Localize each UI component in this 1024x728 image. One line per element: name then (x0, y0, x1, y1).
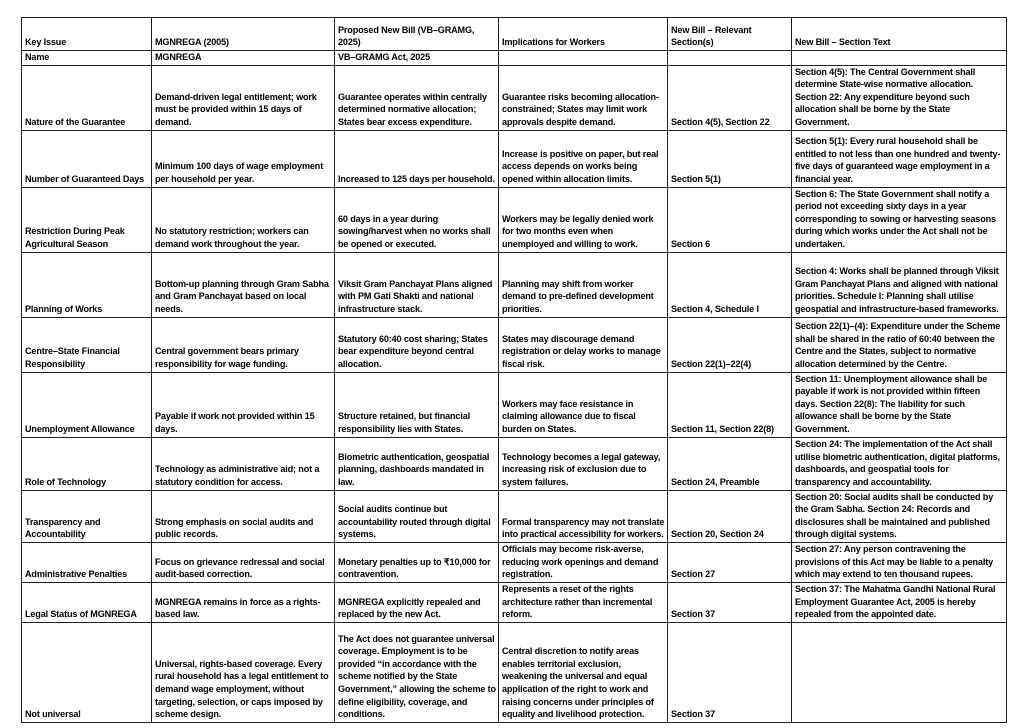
table-row: Transparency and Accountability Strong em… (21, 489, 1007, 543)
table-row: Not universal Universal, rights-based cov… (21, 621, 1007, 723)
cell-relevant-sections: Section 24, Preamble (667, 436, 792, 491)
cell-relevant-sections: Section 27 (667, 541, 792, 583)
cell-relevant-sections: Section 11, Section 22(8) (667, 371, 792, 438)
table-row: Nature of the Guarantee Demand-driven leg… (21, 64, 1007, 131)
table-row: Role of Technology Technology as administ… (21, 436, 1007, 491)
cell-key-issue: Number of Guaranteed Days (21, 129, 152, 188)
table-row: Number of Guaranteed Days Minimum 100 day… (21, 129, 1007, 188)
cell-mgnrega: MGNREGA remains in force as a rights-bas… (151, 581, 335, 623)
cell-new-bill: MGNREGA explicitly repealed and replaced… (334, 581, 499, 623)
cell-key-issue: Planning of Works (21, 251, 152, 318)
header-new-bill: Proposed New Bill (VB–GRAMG, 2025) (334, 17, 499, 51)
cell-section-text: Section 5(1): Every rural household shal… (791, 129, 1007, 188)
cell-section-text: Section 6: The State Government shall no… (791, 186, 1007, 253)
cell-new-bill: Increased to 125 days per household. (334, 129, 499, 188)
cell-section-text: Section 24: The implementation of the Ac… (791, 436, 1007, 491)
cell-key-issue: Name (21, 50, 152, 66)
cell-key-issue: Role of Technology (21, 436, 152, 491)
cell-new-bill: The Act does not guarantee universal cov… (334, 621, 499, 723)
cell-implications (498, 50, 668, 66)
cell-relevant-sections: Section 37 (667, 621, 792, 723)
cell-implications: Workers may be legally denied work for t… (498, 186, 668, 253)
cell-key-issue: Centre–State Financial Responsibility (21, 316, 152, 373)
cell-relevant-sections: Section 20, Section 24 (667, 489, 792, 543)
header-key-issue: Key Issue (21, 17, 152, 51)
cell-mgnrega: Bottom-up planning through Gram Sabha an… (151, 251, 335, 318)
cell-key-issue: Legal Status of MGNREGA (21, 581, 152, 623)
cell-section-text: Section 11: Unemployment allowance shall… (791, 371, 1007, 438)
cell-key-issue: Administrative Penalties (21, 541, 152, 583)
comparison-table: Key Issue MGNREGA (2005) Proposed New Bi… (21, 17, 1007, 723)
cell-key-issue: Unemployment Allowance (21, 371, 152, 438)
cell-relevant-sections (667, 50, 792, 66)
cell-implications: Workers may face resistance in claiming … (498, 371, 668, 438)
cell-section-text: Section 37: The Mahatma Gandhi National … (791, 581, 1007, 623)
table-row: Legal Status of MGNREGA MGNREGA remains i… (21, 581, 1007, 623)
table-row: Restriction During Peak Agricultural Sea… (21, 186, 1007, 253)
cell-mgnrega: Central government bears primary respons… (151, 316, 335, 373)
cell-section-text: Section 20: Social audits shall be condu… (791, 489, 1007, 543)
cell-section-text: Section 27: Any person contravening the … (791, 541, 1007, 583)
cell-relevant-sections: Section 37 (667, 581, 792, 623)
header-relevant-sections: New Bill – Relevant Section(s) (667, 17, 792, 51)
cell-new-bill: Guarantee operates within centrally dete… (334, 64, 499, 131)
table-row: Planning of Works Bottom-up planning thro… (21, 251, 1007, 318)
cell-key-issue: Not universal (21, 621, 152, 723)
cell-relevant-sections: Section 4(5), Section 22 (667, 64, 792, 131)
cell-relevant-sections: Section 5(1) (667, 129, 792, 188)
cell-implications: States may discourage demand registratio… (498, 316, 668, 373)
cell-mgnrega: Minimum 100 days of wage employment per … (151, 129, 335, 188)
cell-implications: Represents a reset of the rights archite… (498, 581, 668, 623)
cell-mgnrega: MGNREGA (151, 50, 335, 66)
table-row: Administrative Penalties Focus on grievan… (21, 541, 1007, 583)
cell-mgnrega: Technology as administrative aid; not a … (151, 436, 335, 491)
cell-new-bill: 60 days in a year during sowing/harvest … (334, 186, 499, 253)
cell-new-bill: VB–GRAMG Act, 2025 (334, 50, 499, 66)
table-row: Name MGNREGA VB–GRAMG Act, 2025 (21, 50, 1007, 66)
cell-implications: Central discretion to notify areas enabl… (498, 621, 668, 723)
cell-new-bill: Social audits continue but accountabilit… (334, 489, 499, 543)
header-mgnrega: MGNREGA (2005) (151, 17, 335, 51)
cell-new-bill: Viksit Gram Panchayat Plans aligned with… (334, 251, 499, 318)
cell-mgnrega: Strong emphasis on social audits and pub… (151, 489, 335, 543)
cell-implications: Formal transparency may not translate in… (498, 489, 668, 543)
cell-section-text: Section 4(5): The Central Government sha… (791, 64, 1007, 131)
cell-implications: Technology becomes a legal gateway, incr… (498, 436, 668, 491)
cell-implications: Planning may shift from worker demand to… (498, 251, 668, 318)
cell-implications: Increase is positive on paper, but real … (498, 129, 668, 188)
cell-new-bill: Structure retained, but financial respon… (334, 371, 499, 438)
cell-section-text (791, 621, 1007, 723)
cell-mgnrega: Demand-driven legal entitlement; work mu… (151, 64, 335, 131)
header-section-text: New Bill – Section Text (791, 17, 1007, 51)
table-row: Unemployment Allowance Payable if work no… (21, 371, 1007, 438)
cell-key-issue: Restriction During Peak Agricultural Sea… (21, 186, 152, 253)
cell-mgnrega: Focus on grievance redressal and social … (151, 541, 335, 583)
cell-relevant-sections: Section 22(1)–22(4) (667, 316, 792, 373)
cell-section-text (791, 50, 1007, 66)
header-implications: Implications for Workers (498, 17, 668, 51)
cell-mgnrega: No statutory restriction; workers can de… (151, 186, 335, 253)
header-row: Key Issue MGNREGA (2005) Proposed New Bi… (21, 17, 1007, 51)
cell-new-bill: Monetary penalties up to ₹10,000 for con… (334, 541, 499, 583)
cell-implications: Guarantee risks becoming allocation-cons… (498, 64, 668, 131)
cell-key-issue: Transparency and Accountability (21, 489, 152, 543)
cell-relevant-sections: Section 6 (667, 186, 792, 253)
cell-key-issue: Nature of the Guarantee (21, 64, 152, 131)
cell-section-text: Section 4: Works shall be planned throug… (791, 251, 1007, 318)
cell-relevant-sections: Section 4, Schedule I (667, 251, 792, 318)
cell-mgnrega: Universal, rights-based coverage. Every … (151, 621, 335, 723)
cell-implications: Officials may become risk-averse, reduci… (498, 541, 668, 583)
cell-new-bill: Biometric authentication, geospatial pla… (334, 436, 499, 491)
cell-new-bill: Statutory 60:40 cost sharing; States bea… (334, 316, 499, 373)
cell-mgnrega: Payable if work not provided within 15 d… (151, 371, 335, 438)
cell-section-text: Section 22(1)–(4): Expenditure under the… (791, 316, 1007, 373)
table-row: Centre–State Financial Responsibility Cen… (21, 316, 1007, 373)
